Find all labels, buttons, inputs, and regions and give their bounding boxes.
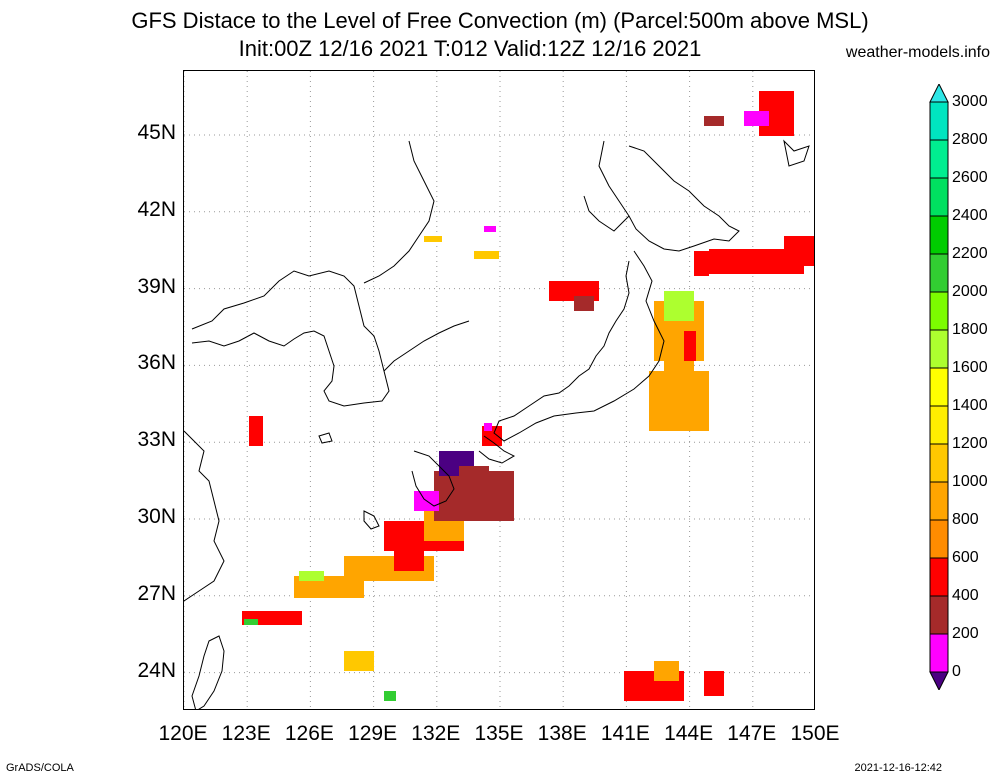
chart-subtitle: Init:00Z 12/16 2021 T:012 Valid:12Z 12/1… xyxy=(238,36,702,61)
lon-label: 141E xyxy=(600,722,650,745)
colorbar-bottom-arrow xyxy=(929,671,949,690)
lfc-cell xyxy=(484,226,496,232)
lfc-cell xyxy=(244,619,258,625)
colorbar-label: 3000 xyxy=(952,93,988,110)
colorbar-label: 2000 xyxy=(952,283,988,300)
lfc-cell xyxy=(344,651,374,671)
lfc-cell xyxy=(744,111,769,126)
colorbar-segment xyxy=(929,215,949,255)
colorbar-segment xyxy=(929,101,949,141)
colorbar-label: 400 xyxy=(952,587,979,604)
colorbar-segment xyxy=(929,519,949,559)
lon-label: 123E xyxy=(221,722,271,745)
colorbar-label: 2600 xyxy=(952,169,988,186)
lat-label: 24N xyxy=(137,658,176,682)
lfc-cell xyxy=(384,691,396,701)
colorbar-label: 1000 xyxy=(952,473,988,490)
lfc-cell xyxy=(424,236,442,242)
lfc-cell xyxy=(784,236,814,266)
colorbar-segment xyxy=(929,253,949,293)
colorbar-label: 1600 xyxy=(952,359,988,376)
lfc-cell xyxy=(694,251,709,276)
lfc-cell xyxy=(459,466,489,506)
lat-label: 30N xyxy=(137,505,176,528)
colorbar-label: 2800 xyxy=(952,131,988,148)
lon-label: 132E xyxy=(411,722,461,745)
lfc-cell xyxy=(394,551,424,571)
lon-label: 147E xyxy=(727,722,777,745)
colorbar-segment xyxy=(929,405,949,445)
map-frame xyxy=(183,70,815,710)
lfc-cell xyxy=(704,116,724,126)
colorbar-top-arrow xyxy=(929,84,949,103)
colorbar xyxy=(929,84,949,690)
lon-label: 126E xyxy=(284,722,334,745)
colorbar-label: 2400 xyxy=(952,207,988,224)
lfc-cell xyxy=(574,296,594,311)
lat-label: 33N xyxy=(137,428,176,452)
lat-label: 39N xyxy=(137,274,176,298)
site-credit: weather-models.info xyxy=(845,44,990,61)
colorbar-label: 1400 xyxy=(952,397,988,414)
lat-label: 42N xyxy=(137,197,176,221)
lon-label: 150E xyxy=(790,722,840,745)
colorbar-segment xyxy=(929,443,949,483)
colorbar-segment xyxy=(929,481,949,521)
map-plot xyxy=(184,71,814,709)
lfc-field xyxy=(242,91,814,701)
colorbar-label: 200 xyxy=(952,625,979,642)
lat-label: 27N xyxy=(137,581,176,605)
colorbar-label: 600 xyxy=(952,549,979,566)
colorbar-segment xyxy=(929,633,949,673)
lon-label: 135E xyxy=(474,722,524,745)
colorbar-segment xyxy=(929,595,949,635)
colorbar-segment xyxy=(929,291,949,331)
colorbar-label: 0 xyxy=(952,663,961,680)
colorbar-label: 2200 xyxy=(952,245,988,262)
lat-label: 45N xyxy=(137,121,176,144)
lon-label: 129E xyxy=(348,722,398,745)
lfc-cell xyxy=(294,576,364,598)
colorbar-segment xyxy=(929,367,949,407)
coastlines xyxy=(184,139,810,709)
lfc-cell xyxy=(484,423,492,431)
colorbar-label: 800 xyxy=(952,511,979,528)
colorbar-segment xyxy=(929,139,949,179)
footer-software: GrADS/COLA xyxy=(6,762,74,774)
lon-label: 138E xyxy=(537,722,587,745)
lfc-cell xyxy=(299,571,324,581)
lon-label: 144E xyxy=(664,722,714,745)
lfc-cell xyxy=(664,291,694,321)
lfc-cell xyxy=(654,661,679,681)
colorbar-segment xyxy=(929,177,949,217)
colorbar-segment xyxy=(929,557,949,597)
chart-title: GFS Distace to the Level of Free Convect… xyxy=(131,8,869,33)
lat-label: 36N xyxy=(137,351,176,375)
lfc-cell xyxy=(704,671,724,696)
lfc-cell xyxy=(684,331,696,361)
footer-timestamp: 2021-12-16-12:42 xyxy=(854,762,942,774)
lfc-cell xyxy=(474,251,499,259)
colorbar-segment xyxy=(929,329,949,369)
lfc-cell xyxy=(249,416,263,446)
lon-label: 120E xyxy=(158,722,208,745)
colorbar-label: 1200 xyxy=(952,435,988,452)
lfc-cell xyxy=(649,371,709,431)
colorbar-label: 1800 xyxy=(952,321,988,338)
